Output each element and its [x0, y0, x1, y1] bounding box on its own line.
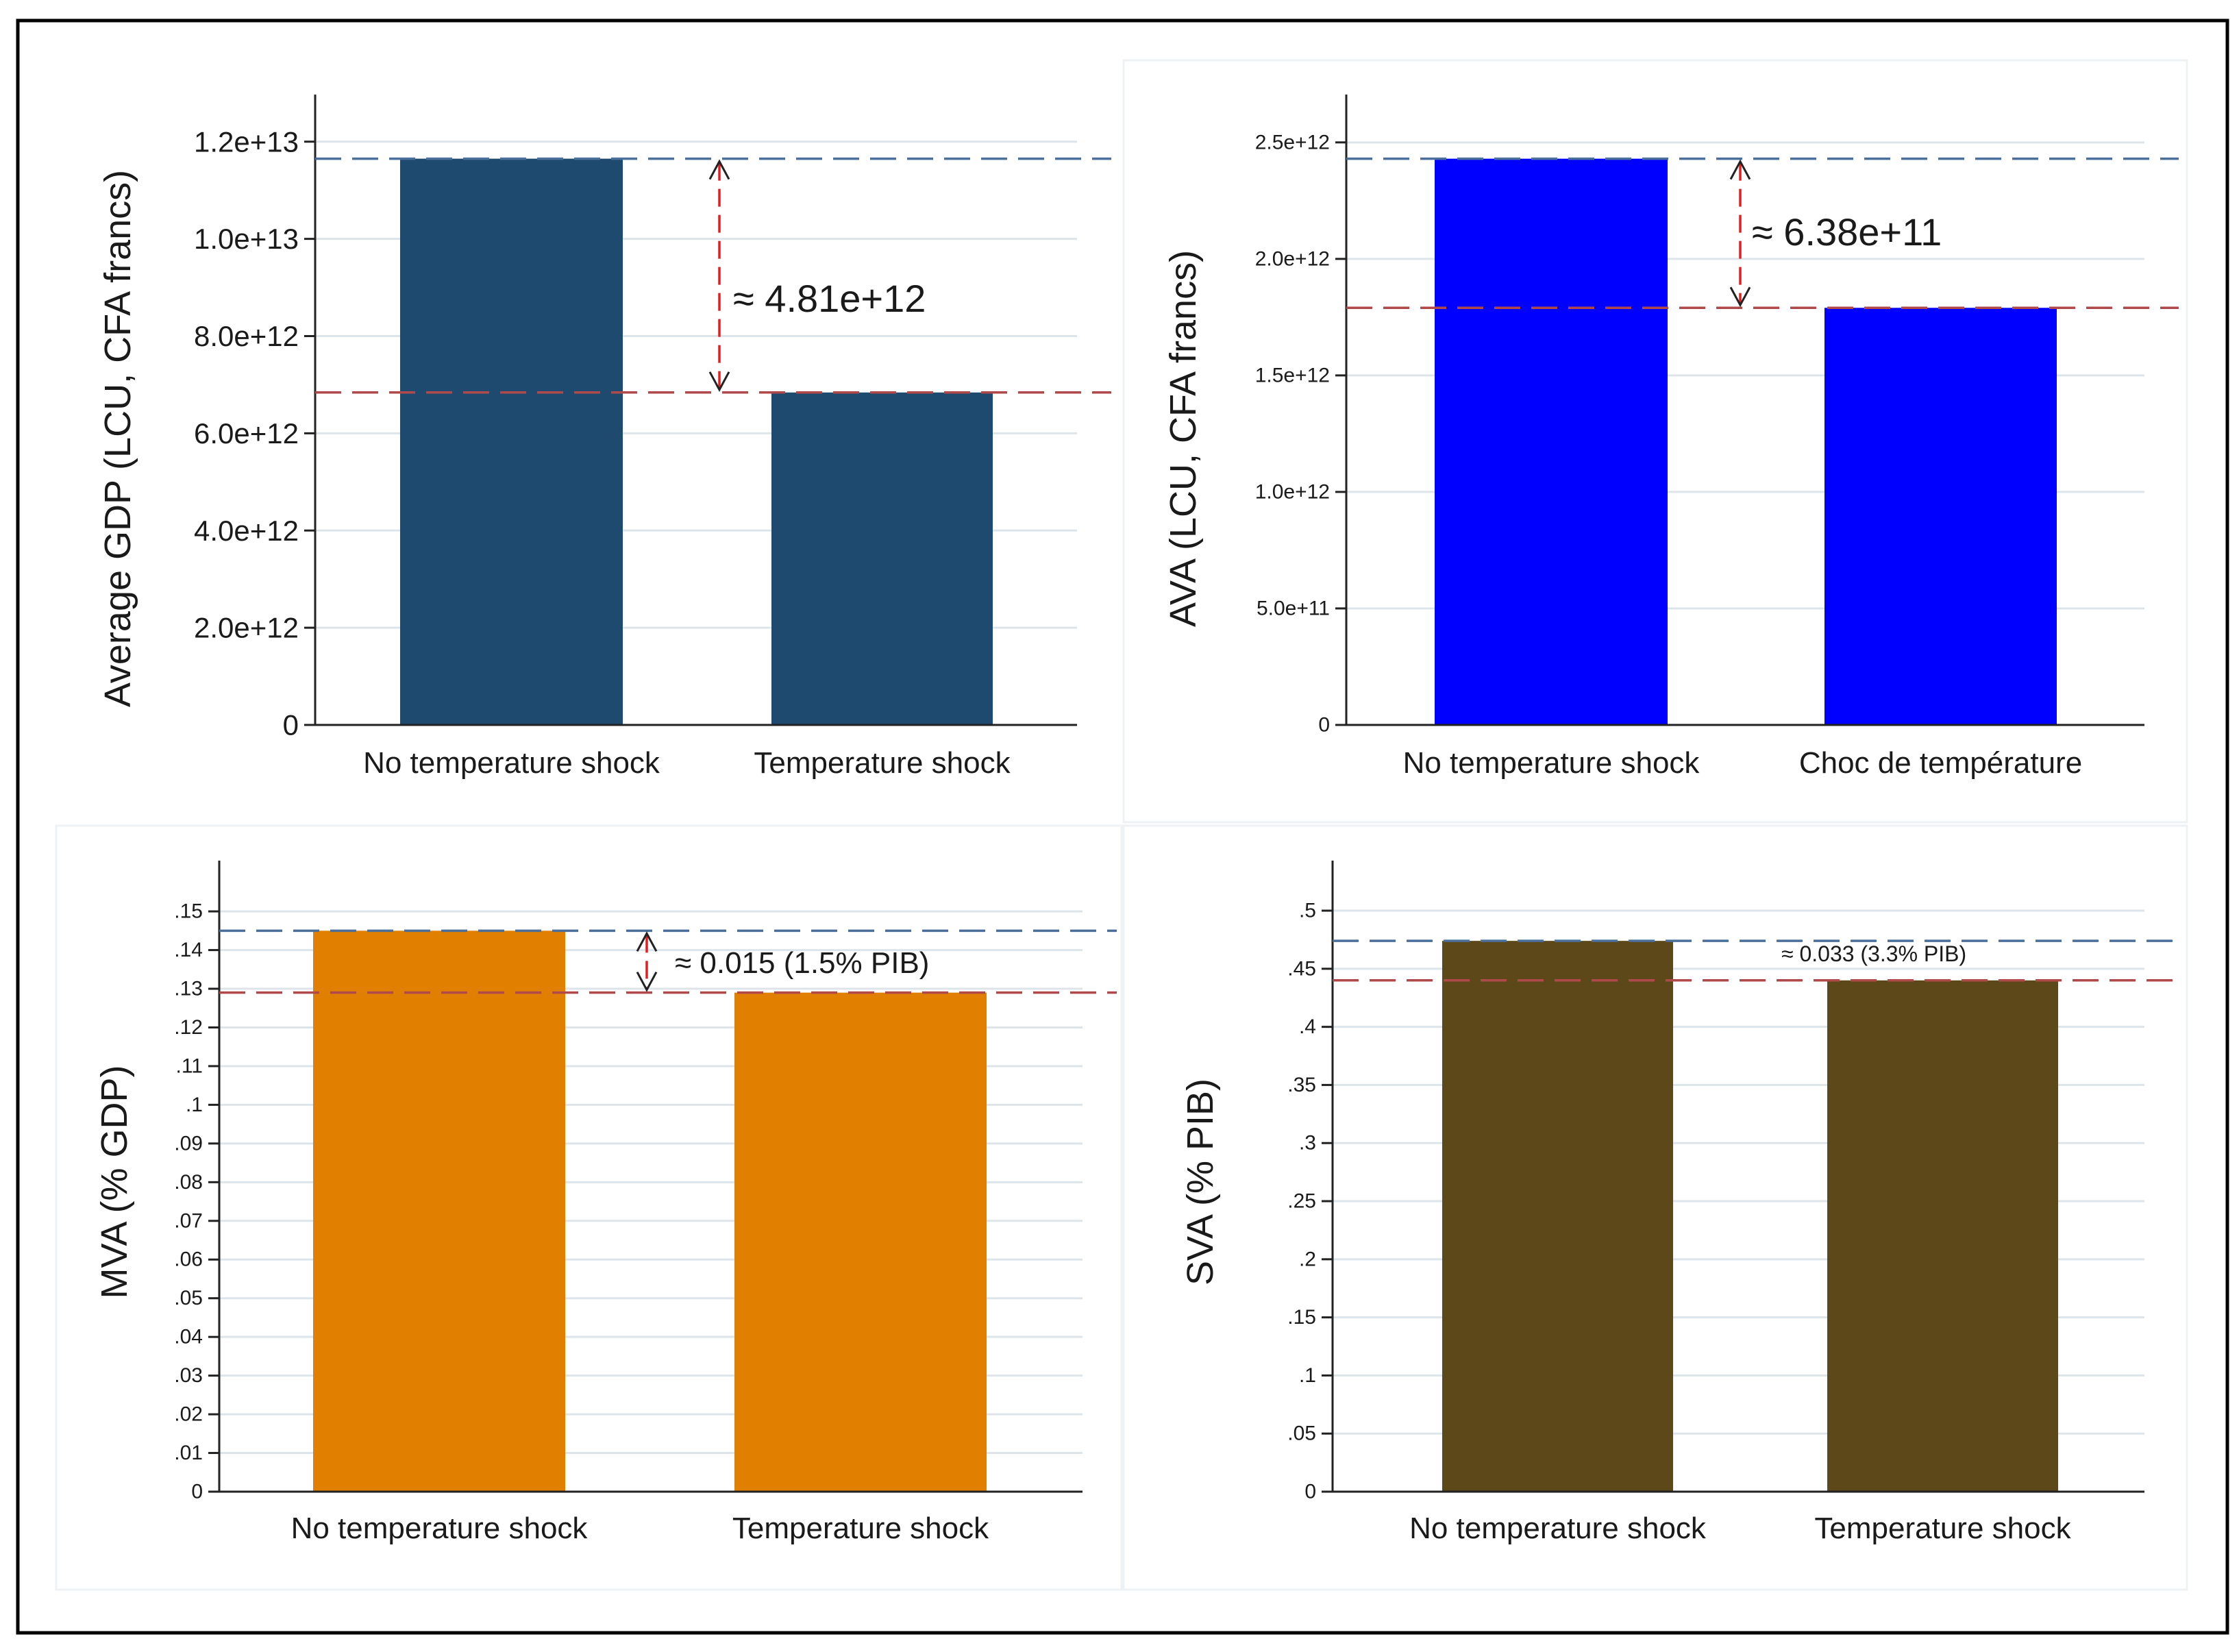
y-tick-label: .07 [174, 1209, 203, 1232]
y-tick-label: 1.5e+12 [1255, 364, 1330, 386]
y-tick-label: 2.0e+12 [1255, 247, 1330, 270]
arrow-head-down [1729, 286, 1751, 308]
y-tick-label: .13 [174, 978, 203, 1000]
chart-ava: 0 5.0e+11 1.0e+12 1.5e+12 2.0e+12 2.5e+12 No t… [1163, 95, 2179, 780]
y-tick-label: .03 [174, 1364, 203, 1387]
category-label: Temperature shock [732, 1512, 989, 1545]
y-axis-label: MVA (% GDP) [94, 1065, 135, 1298]
panel-border-sva [1122, 824, 2188, 1591]
bar-gdp-1 [400, 158, 623, 725]
y-tick-label: 2.0e+12 [194, 612, 299, 644]
y-tick-label: .35 [1287, 1074, 1316, 1096]
y-tick-label: 1.2e+13 [194, 125, 299, 158]
y-tick-label: .05 [174, 1287, 203, 1309]
y-tick-label: .4 [1299, 1015, 1316, 1038]
category-label: No temperature shock [363, 746, 660, 780]
bar-mva-2 [734, 992, 987, 1492]
y-tick-label: .08 [174, 1171, 203, 1194]
y-tick-label: .14 [174, 939, 203, 961]
category-label: No temperature shock [1409, 1512, 1707, 1545]
y-axis-label: Average GDP (LCU, CFA francs) [97, 170, 138, 707]
arrow-head-up [636, 931, 658, 952]
y-tick-label: .25 [1287, 1190, 1316, 1213]
y-tick-label: .5 [1299, 900, 1316, 922]
y-tick-label: .1 [186, 1094, 203, 1116]
y-tick-label: 5.0e+11 [1257, 597, 1330, 619]
y-tick-label: .12 [174, 1016, 203, 1039]
y-tick-label: 1.0e+12 [1255, 480, 1330, 503]
bar-sva-1 [1442, 941, 1673, 1492]
arrow-head-down [708, 371, 730, 392]
category-label: Temperature shock [754, 746, 1011, 780]
y-tick-label: .15 [1287, 1306, 1316, 1329]
gap-annotation: ≈ 0.033 (3.3% PIB) [1781, 941, 1966, 966]
bar-sva-2 [1827, 980, 2058, 1492]
y-axis-label: AVA (LCU, CFA francs) [1163, 250, 1204, 627]
y-tick-label: 1.0e+13 [194, 223, 299, 255]
arrow-head-up [1729, 159, 1751, 180]
y-tick-label: .09 [174, 1132, 203, 1155]
bar-mva-1 [313, 930, 565, 1492]
arrow-head-up [708, 159, 730, 180]
category-label: No temperature shock [291, 1512, 589, 1545]
y-tick-label: 0 [1318, 714, 1330, 737]
y-tick-label: .15 [174, 900, 203, 923]
y-tick-label: 8.0e+12 [194, 320, 299, 352]
y-tick-label: .04 [174, 1326, 203, 1348]
gap-annotation: ≈ 6.38e+11 [1752, 210, 1942, 254]
panel-border-mva [55, 824, 1123, 1591]
y-tick-label: .05 [1287, 1422, 1316, 1445]
gap-annotation: ≈ 0.015 (1.5% PIB) [675, 946, 929, 980]
charts: 0 2.0e+12 4.0e+12 6.0e+12 8.0e+12 1.0e+13 1.2e… [94, 95, 2179, 1545]
gap-annotation: ≈ 4.81e+12 [733, 277, 926, 320]
y-axis-label: SVA (% PIB) [1180, 1078, 1221, 1285]
bar-ava-1 [1435, 158, 1668, 725]
chart-mva: 0 .01 .02 .03 .04 .05 .06 .07 .08 .09 .1 .11 .12 .13.… [94, 861, 1117, 1545]
y-tick-label: 4.0e+12 [194, 515, 299, 547]
y-tick-label: .11 [176, 1055, 203, 1077]
y-tick-label: .3 [1299, 1132, 1316, 1155]
panel-border-ava [1122, 59, 2188, 824]
y-tick-label: 0 [283, 709, 299, 741]
arrow-head-down [636, 971, 658, 992]
chart-sva: 0 .05 .1 .15 .2 .25 .3 .35 .4 .45 .5 No temperature… [1180, 861, 2179, 1545]
y-tick-label: .2 [1299, 1248, 1316, 1270]
y-tick-label: 2.5e+12 [1255, 131, 1330, 153]
y-tick-label: .1 [1299, 1364, 1316, 1387]
y-tick-label: 6.0e+12 [194, 417, 299, 449]
category-label: Temperature shock [1814, 1512, 2071, 1545]
y-tick-label: 0 [1304, 1481, 1316, 1503]
y-tick-label: .45 [1287, 957, 1316, 980]
y-tick-label: 0 [191, 1481, 203, 1503]
category-label: No temperature shock [1403, 746, 1700, 780]
bar-ava-2 [1824, 308, 2057, 725]
category-label: Choc de température [1799, 746, 2082, 780]
chart-gdp: 0 2.0e+12 4.0e+12 6.0e+12 8.0e+12 1.0e+13 1.2e… [97, 95, 1111, 780]
y-tick-label: .06 [174, 1248, 203, 1271]
bar-gdp-2 [771, 392, 993, 725]
y-tick-label: .01 [174, 1442, 203, 1464]
y-tick-label: .02 [174, 1403, 203, 1426]
